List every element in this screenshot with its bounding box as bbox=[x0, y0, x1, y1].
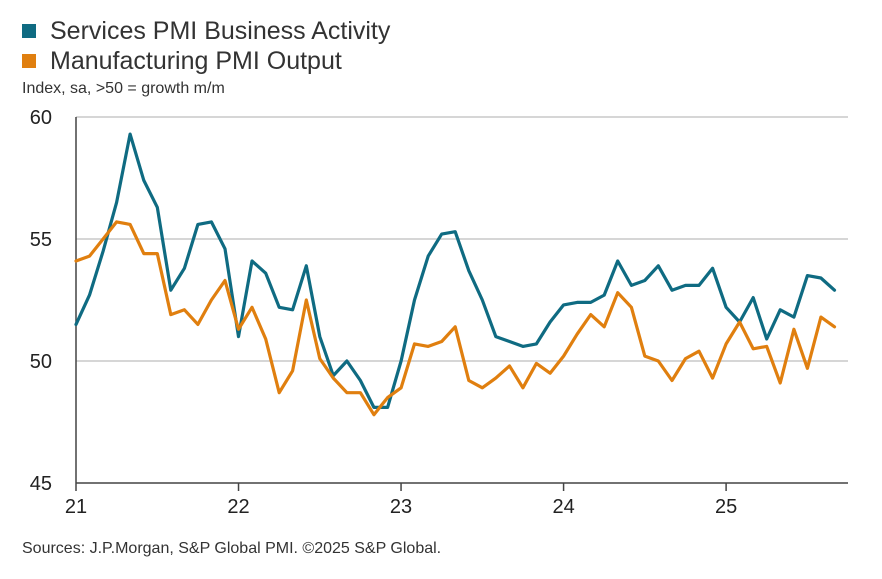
legend-item-manufacturing: Manufacturing PMI Output bbox=[22, 46, 390, 76]
x-tick-label-23: 23 bbox=[390, 496, 412, 518]
legend-swatch-manufacturing bbox=[22, 54, 36, 68]
legend: Services PMI Business Activity Manufactu… bbox=[22, 16, 390, 76]
x-tick-label-24: 24 bbox=[552, 496, 574, 518]
series-line-services bbox=[74, 132, 837, 409]
x-tick-label-25: 25 bbox=[715, 496, 737, 518]
y-tick-label-55: 55 bbox=[30, 229, 52, 251]
legend-swatch-services bbox=[22, 24, 36, 38]
x-tick-label-22: 22 bbox=[227, 496, 249, 518]
chart-subtitle: Index, sa, >50 = growth m/m bbox=[22, 80, 225, 97]
legend-label-manufacturing: Manufacturing PMI Output bbox=[50, 46, 342, 75]
y-tick-label-45: 45 bbox=[30, 473, 52, 495]
source-note: Sources: J.P.Morgan, S&P Global PMI. ©20… bbox=[22, 540, 442, 557]
y-tick-label-60: 60 bbox=[30, 107, 52, 129]
legend-item-services: Services PMI Business Activity bbox=[22, 16, 390, 46]
legend-label-services: Services PMI Business Activity bbox=[50, 16, 391, 45]
y-tick-label-50: 50 bbox=[30, 351, 52, 373]
series-line-manufacturing bbox=[74, 220, 837, 417]
x-tick-label-21: 21 bbox=[65, 496, 87, 518]
